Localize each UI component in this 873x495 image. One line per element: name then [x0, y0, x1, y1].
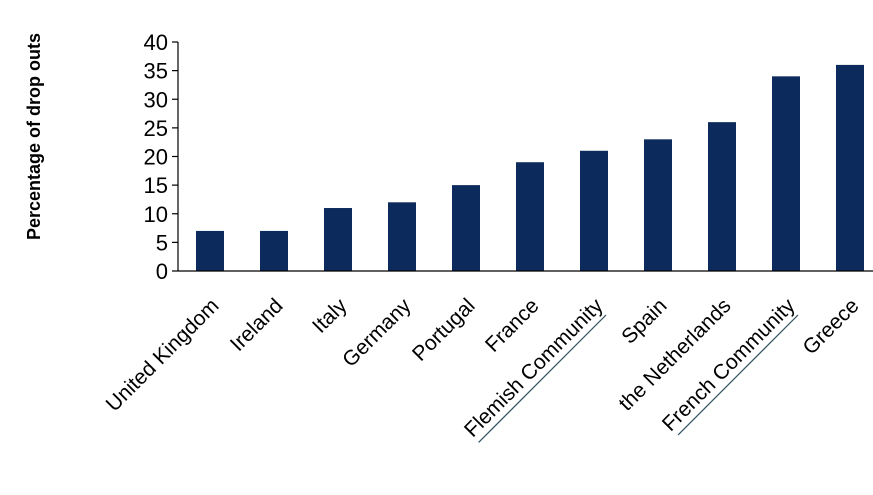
- x-tick-label: Germany: [338, 294, 416, 372]
- x-tick-label: the Netherlands: [614, 294, 735, 415]
- label-underline: [478, 314, 607, 443]
- bar-french-community: [772, 76, 800, 271]
- bar-france: [516, 162, 544, 271]
- bars: [196, 64, 864, 272]
- x-tick-label: Portugal: [408, 294, 480, 366]
- y-tick-label: 0: [156, 259, 168, 284]
- y-axis-ticks: 0 5 10 15 20 25 30 35 40: [144, 30, 178, 284]
- x-tick-label: United Kingdom: [102, 294, 224, 416]
- y-tick-label: 25: [144, 116, 168, 141]
- bar-italy: [324, 208, 352, 271]
- y-tick-label: 35: [144, 59, 168, 84]
- y-tick-label: 20: [144, 145, 168, 170]
- x-axis-labels: United Kingdom Ireland ItalyGermanyPortuga…: [102, 294, 864, 443]
- x-tick-label: France: [481, 294, 543, 356]
- bar-flemish-community: [580, 150, 608, 271]
- x-tick-label: Greece: [799, 294, 864, 359]
- y-axis-title: Percentage of drop outs: [24, 33, 44, 240]
- bar-ireland: [260, 230, 288, 271]
- bar-portugal: [452, 185, 480, 271]
- bar-spain: [644, 139, 672, 271]
- x-tick-label: Spain: [617, 294, 671, 348]
- y-tick-label: 5: [156, 230, 168, 255]
- bar-germany: [388, 202, 416, 271]
- bar-greece: [836, 64, 864, 272]
- label-underline: [677, 314, 799, 436]
- x-tick-label: Italy: [308, 294, 352, 338]
- bar-united-kingdom: [196, 230, 224, 271]
- x-tick-label: Ireland: [226, 294, 288, 356]
- y-tick-label: 10: [144, 202, 168, 227]
- y-tick-label: 15: [144, 173, 168, 198]
- y-tick-label: 30: [144, 87, 168, 112]
- y-tick-label: 40: [144, 30, 168, 55]
- bar-the-netherlands: [708, 122, 736, 272]
